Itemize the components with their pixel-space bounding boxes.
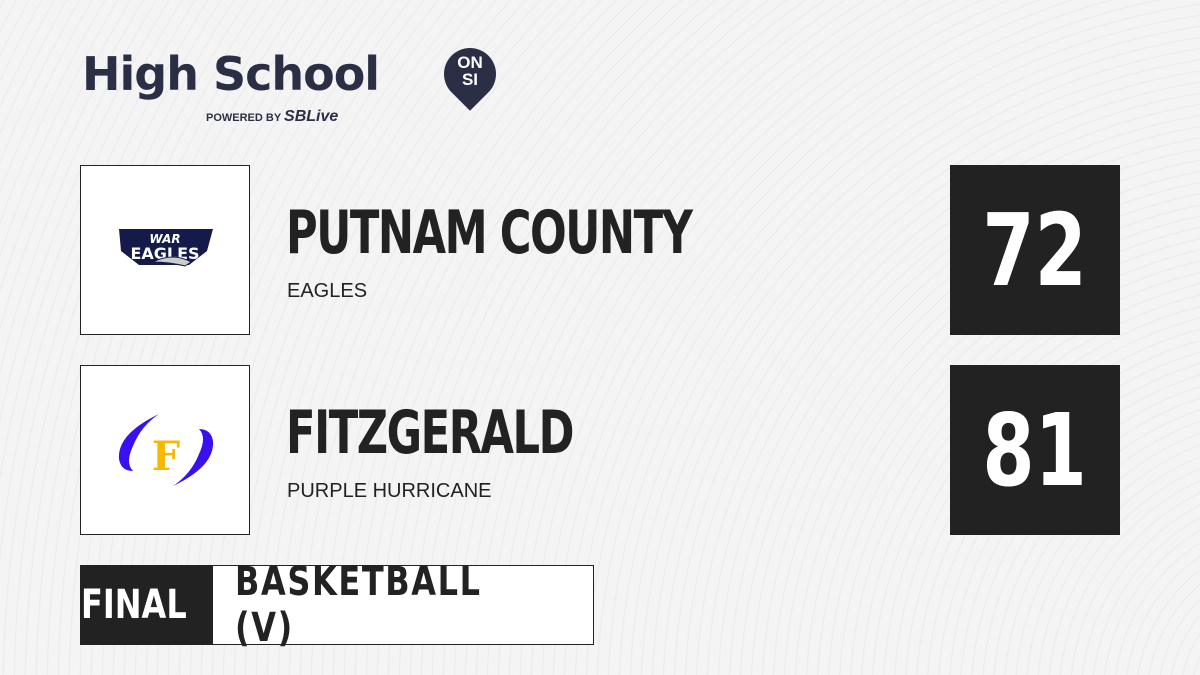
game-status-bar: FINAL BASKETBALL (V) xyxy=(80,559,594,651)
team-score: 72 xyxy=(950,165,1120,335)
score-value: 81 xyxy=(982,391,1088,509)
sport-label: BASKETBALL (V) xyxy=(213,559,593,651)
logo-title: High School xyxy=(82,47,380,101)
team-mascot: EAGLES xyxy=(287,280,368,302)
final-badge: FINAL xyxy=(81,566,214,644)
sblive-logo: SBLive xyxy=(284,108,339,125)
team-mascot: PURPLE HURRICANE xyxy=(287,480,492,502)
powered-by: POWERED BY SBLive xyxy=(206,108,338,126)
fitzgerald-f-logo-icon: F xyxy=(118,414,214,486)
powered-by-label: POWERED BY xyxy=(206,112,281,124)
team-name: FITZGERALD xyxy=(286,398,574,468)
high-school-on-si-logo: High School ON SI POWERED BY SBLive xyxy=(82,37,507,125)
sport-text: BASKETBALL (V) xyxy=(235,559,482,651)
team-score: 81 xyxy=(950,365,1120,535)
badge-bottom: SI xyxy=(461,70,479,89)
svg-text:WAR: WAR xyxy=(149,232,180,246)
team-logo-fitzgerald: F xyxy=(80,365,250,535)
svg-text:F: F xyxy=(152,433,180,480)
status-label: FINAL xyxy=(81,582,187,628)
badge-top: ON xyxy=(457,53,483,72)
score-value: 72 xyxy=(982,191,1088,309)
team-logo-putnam: WAR EAGLES xyxy=(80,165,250,335)
team-name: PUTNAM COUNTY xyxy=(286,198,693,268)
